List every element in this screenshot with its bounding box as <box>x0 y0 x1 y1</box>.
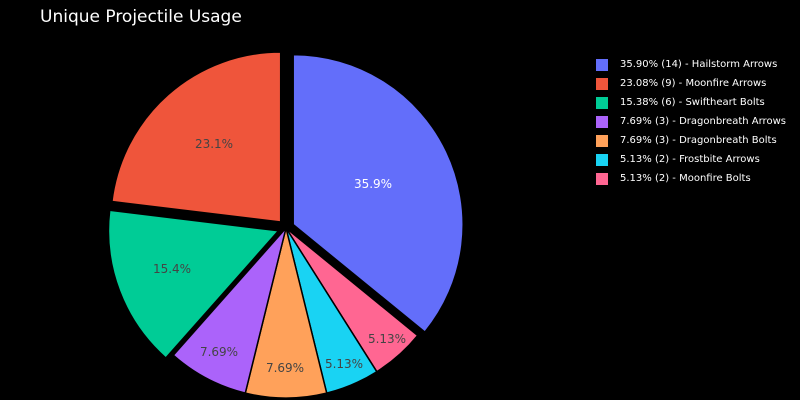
label-dragonbreath-bolts: 7.69% <box>266 361 304 375</box>
label-hailstorm-arrows: 35.9% <box>354 177 392 191</box>
legend-label: 15.38% (6) - Swiftheart Bolts <box>620 97 765 108</box>
legend-swatch <box>596 77 608 90</box>
legend-item-dragonbreath-arrows[interactable]: 7.69% (3) - Dragonbreath Arrows <box>596 112 786 131</box>
label-moonfire-arrows: 23.1% <box>195 137 233 151</box>
legend-label: 23.08% (9) - Moonfire Arrows <box>620 78 767 89</box>
legend-item-hailstorm-arrows[interactable]: 35.90% (14) - Hailstorm Arrows <box>596 55 786 74</box>
legend-swatch <box>596 58 608 71</box>
legend-swatch <box>596 134 608 147</box>
legend-item-moonfire-arrows[interactable]: 23.08% (9) - Moonfire Arrows <box>596 74 786 93</box>
label-moonfire-bolts: 5.13% <box>368 332 406 346</box>
legend-swatch <box>596 96 608 109</box>
slice-moonfire-arrows[interactable] <box>111 51 282 223</box>
legend-swatch <box>596 172 608 185</box>
chart-title: Unique Projectile Usage <box>40 7 242 27</box>
legend-item-frostbite-arrows[interactable]: 5.13% (2) - Frostbite Arrows <box>596 150 786 169</box>
legend-label: 5.13% (2) - Moonfire Bolts <box>620 173 751 184</box>
legend-label: 35.90% (14) - Hailstorm Arrows <box>620 59 778 70</box>
label-dragonbreath-arrows: 7.69% <box>200 345 238 359</box>
label-swiftheart-bolts: 15.4% <box>153 262 191 276</box>
legend-item-moonfire-bolts[interactable]: 5.13% (2) - Moonfire Bolts <box>596 169 786 188</box>
slice-dragonbreath-arrows[interactable] <box>172 227 287 394</box>
slice-hailstorm-arrows[interactable] <box>292 53 464 333</box>
legend-item-swiftheart-bolts[interactable]: 15.38% (6) - Swiftheart Bolts <box>596 93 786 112</box>
legend-swatch <box>596 153 608 166</box>
label-frostbite-arrows: 5.13% <box>325 357 363 371</box>
legend-swatch <box>596 115 608 128</box>
legend-label: 7.69% (3) - Dragonbreath Arrows <box>620 116 786 127</box>
slice-swiftheart-bolts[interactable] <box>107 209 280 359</box>
legend-label: 5.13% (2) - Frostbite Arrows <box>620 154 760 165</box>
legend-item-dragonbreath-bolts[interactable]: 7.69% (3) - Dragonbreath Bolts <box>596 131 786 150</box>
legend-label: 7.69% (3) - Dragonbreath Bolts <box>620 135 777 146</box>
legend: 35.90% (14) - Hailstorm Arrows 23.08% (9… <box>596 55 786 188</box>
